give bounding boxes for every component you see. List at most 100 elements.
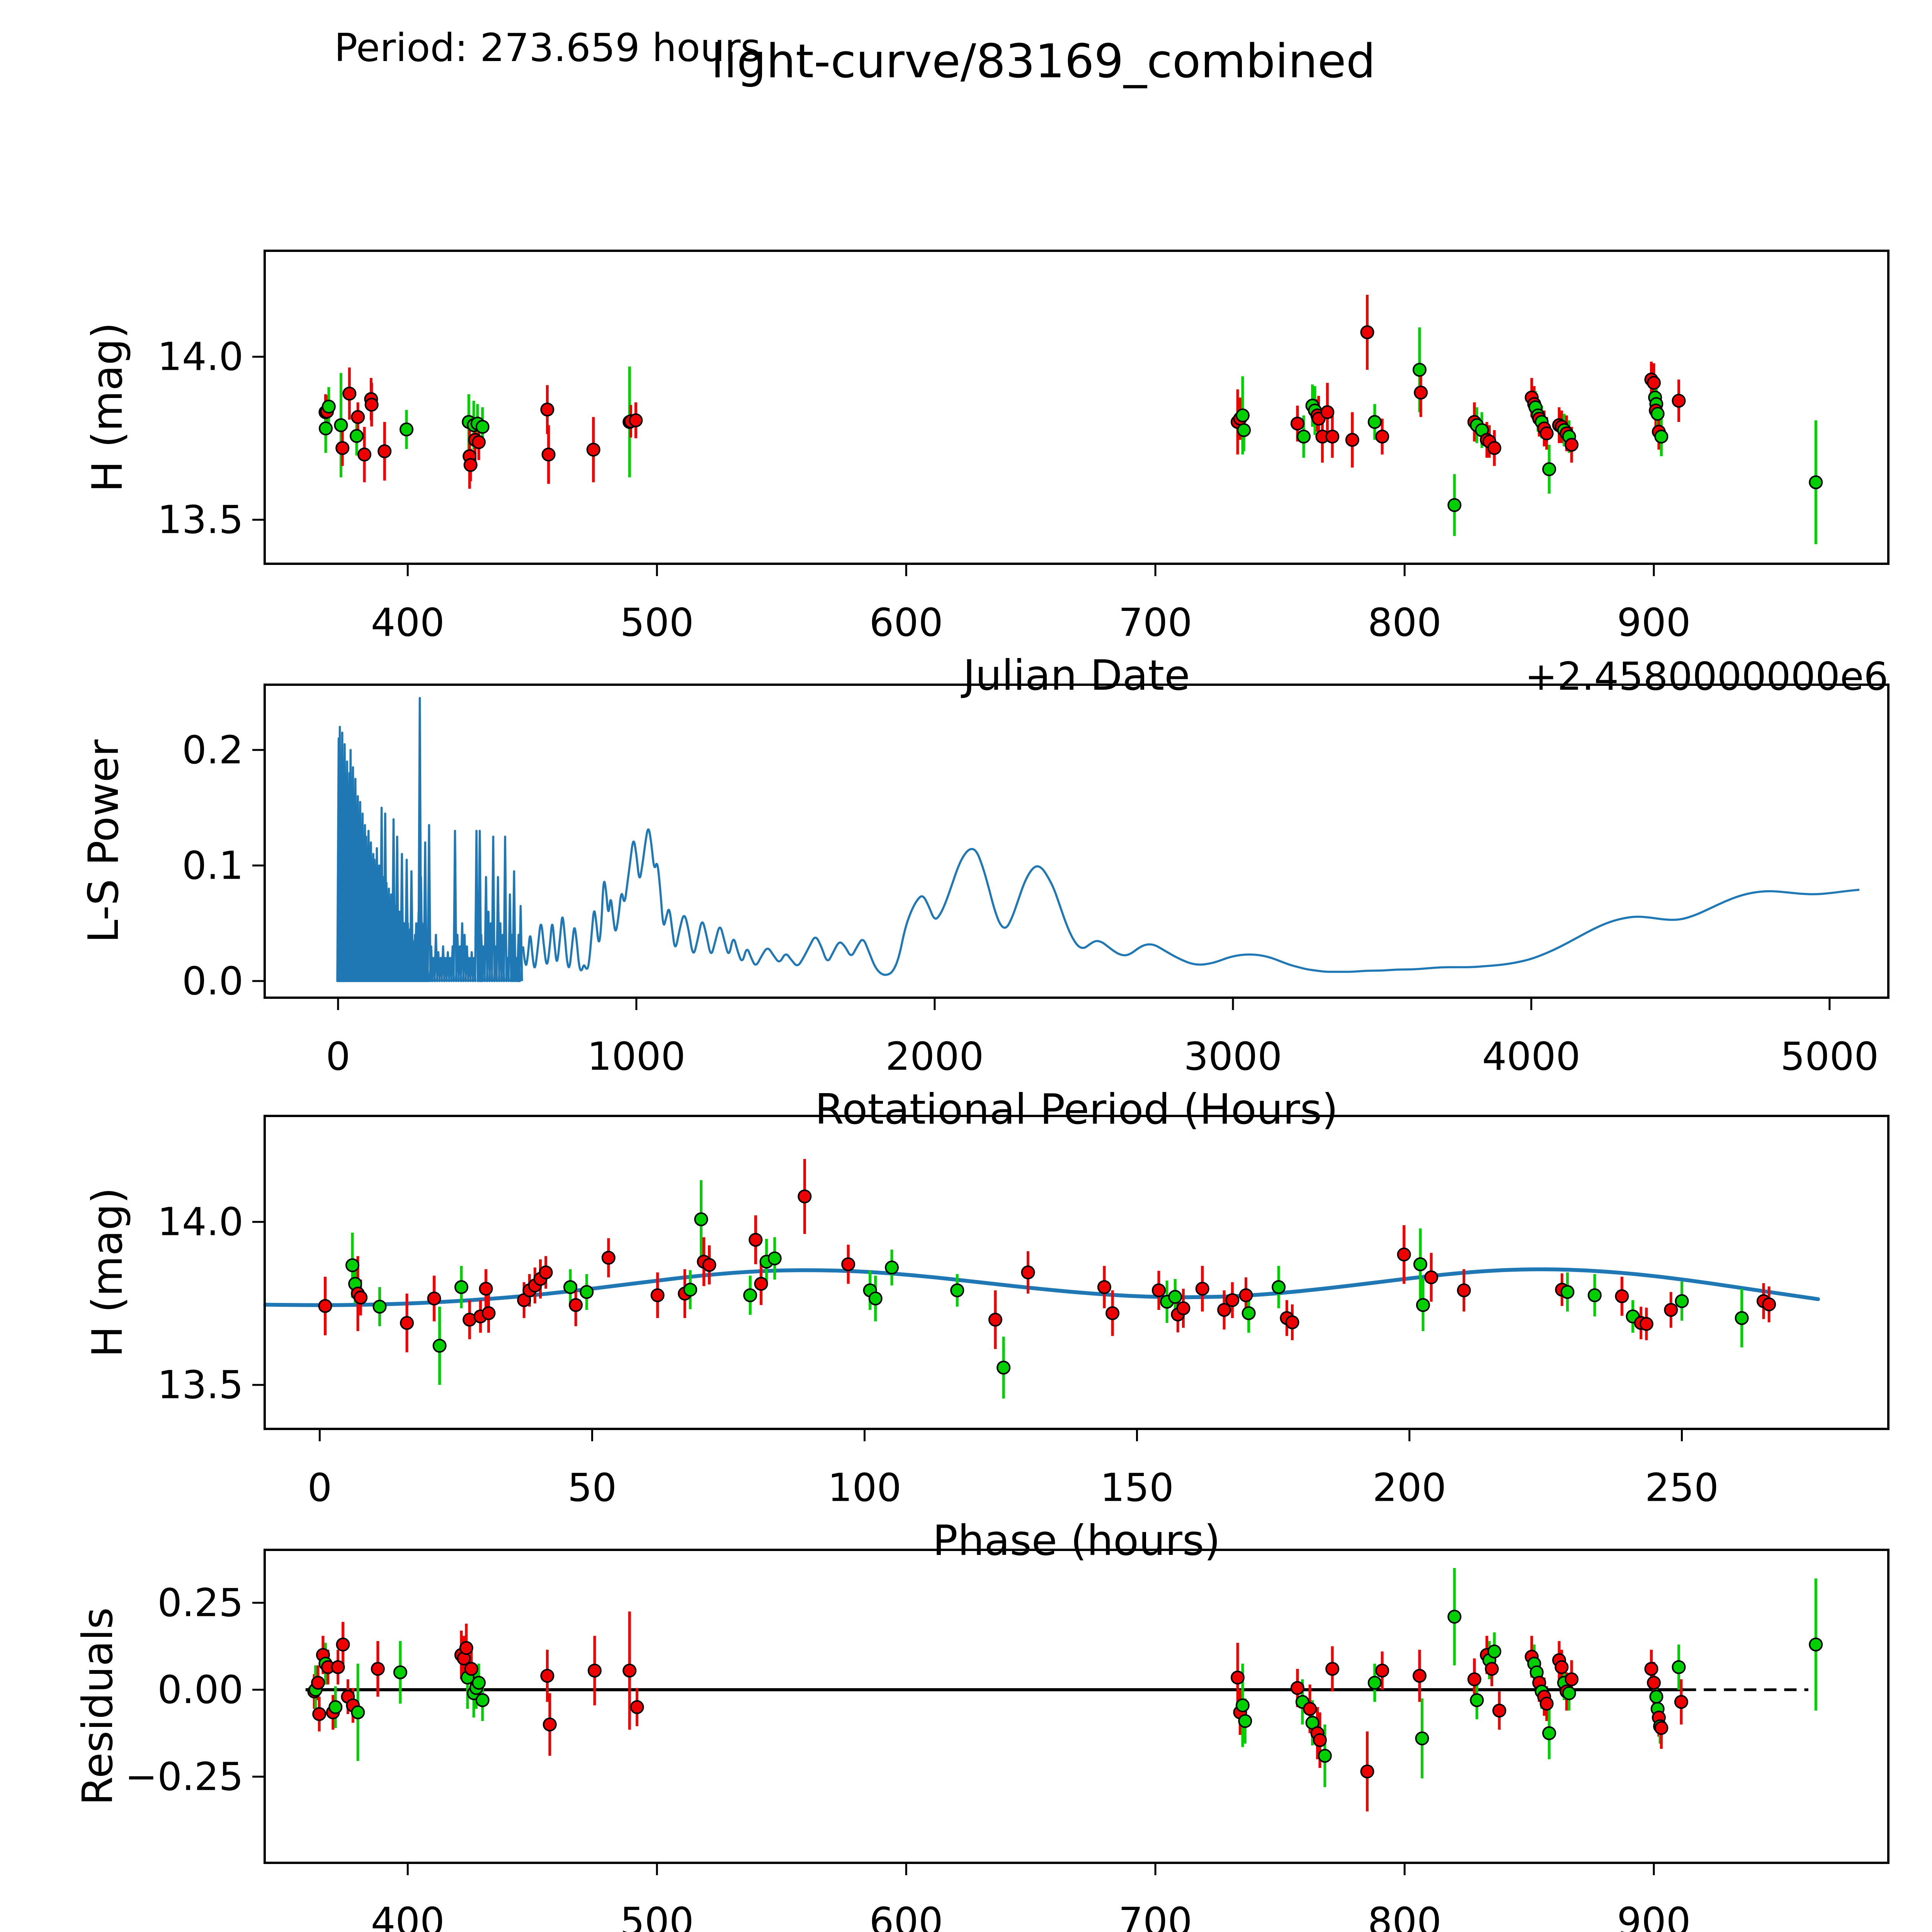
data-point: [1539, 1697, 1554, 1711]
plot-frame: [264, 684, 1889, 999]
panel-ls-periodogram: 0 1000 2000 3000 4000 5000 0.0 0.1 0.2 Rotationa…: [80, 684, 1889, 1134]
x-tick-label: 150: [1100, 1465, 1174, 1510]
data-point: [475, 1693, 490, 1707]
data-point: [683, 1282, 697, 1297]
data-point: [694, 1212, 708, 1226]
data-point: [1672, 1660, 1686, 1674]
data-point: [331, 1660, 345, 1674]
x-tick-label: 2000: [886, 1034, 984, 1079]
data-point: [1105, 1306, 1120, 1320]
data-point: [767, 1251, 782, 1265]
data-point: [378, 444, 392, 458]
data-point: [997, 1361, 1011, 1375]
data-point: [601, 1251, 616, 1265]
data-point: [432, 1338, 447, 1353]
data-point: [319, 421, 333, 435]
data-point: [1195, 1282, 1209, 1296]
data-point: [1325, 429, 1340, 444]
x-tick-label: 800: [1368, 1899, 1442, 1932]
x-tick-label: 700: [1119, 600, 1192, 645]
x-tick-label: 100: [828, 1465, 901, 1510]
data-point: [1539, 426, 1554, 440]
data-point: [1565, 438, 1579, 452]
data-point: [754, 1277, 768, 1291]
data-point: [1542, 1726, 1556, 1740]
x-axis-label: Phase (hours): [933, 1517, 1221, 1565]
periodogram-spikes: [336, 697, 523, 982]
data-point: [454, 1280, 468, 1294]
data-point: [357, 447, 371, 462]
data-point: [464, 1662, 478, 1676]
x-axis-offset: +2.4580000000e6: [1525, 654, 1888, 699]
data-point: [540, 1669, 554, 1683]
x-tick-label: 200: [1372, 1465, 1446, 1510]
data-point: [1272, 1280, 1286, 1294]
y-axis-label: Residuals: [74, 1607, 122, 1805]
x-tick-label: 700: [1119, 1899, 1192, 1932]
data-point: [1674, 1695, 1688, 1709]
x-tick-label: 5000: [1781, 1034, 1879, 1079]
x-tick-label: 600: [869, 1899, 943, 1932]
data-point: [1318, 1749, 1332, 1763]
data-point: [1237, 423, 1251, 437]
y-tick-label: 13.5: [157, 1362, 243, 1408]
data-point: [311, 1676, 325, 1690]
data-point: [354, 1291, 368, 1304]
data-point: [1447, 498, 1462, 512]
y-axis-label: L-S Power: [80, 739, 128, 943]
data-point: [539, 1265, 553, 1279]
data-point: [885, 1260, 899, 1275]
data-point: [1562, 1686, 1576, 1700]
periodogram-curve: [522, 828, 1860, 976]
y-tick-label: 0.2: [182, 727, 243, 772]
data-point: [427, 1291, 441, 1306]
fit-curve: [263, 1267, 1820, 1307]
data-point: [345, 1258, 359, 1272]
data-point: [472, 435, 486, 449]
figure-title: light-curve/83169_combined: [711, 35, 1376, 88]
data-point: [1367, 415, 1382, 429]
data-point: [1492, 1704, 1507, 1718]
data-point: [1151, 1283, 1166, 1298]
panel-jd-lightcurve: 400 500 600 700 800 900 14.0 13.5 Julian Date +…: [83, 250, 1889, 700]
data-point: [587, 1663, 602, 1678]
data-point: [540, 402, 554, 417]
data-point: [1762, 1297, 1776, 1311]
data-point: [1664, 1303, 1678, 1317]
data-point: [541, 447, 556, 462]
period-annotation: Period: 273.659 hours: [334, 25, 761, 70]
data-point: [580, 1285, 594, 1299]
data-point: [1588, 1288, 1602, 1303]
data-point: [1345, 433, 1359, 447]
data-point: [351, 1705, 365, 1719]
x-tick-label: 800: [1368, 600, 1442, 645]
data-point: [1360, 325, 1374, 339]
data-point: [372, 1299, 387, 1314]
x-tick-label: 0: [308, 1465, 332, 1510]
y-axis-label: H (mag): [83, 1187, 132, 1357]
plot-frame: [264, 250, 1889, 565]
x-tick-label: 1000: [587, 1034, 686, 1079]
data-point: [1367, 1676, 1382, 1690]
data-point: [1424, 1270, 1438, 1284]
data-point: [1296, 429, 1311, 444]
data-point: [393, 1665, 407, 1679]
data-point: [334, 418, 348, 432]
data-point: [1235, 408, 1250, 423]
data-point: [629, 413, 643, 427]
data-point: [586, 442, 600, 457]
x-axis-label: Julian Date: [961, 651, 1190, 700]
y-tick-label: 0.00: [157, 1667, 243, 1713]
data-point: [1735, 1311, 1749, 1325]
data-point: [1485, 1662, 1499, 1676]
x-tick-label: 0: [326, 1034, 350, 1079]
data-point: [312, 1707, 327, 1721]
data-point: [630, 1700, 644, 1714]
data-point: [350, 429, 364, 443]
y-tick-label: 14.0: [157, 334, 243, 379]
data-point: [569, 1298, 583, 1312]
data-point: [1097, 1280, 1111, 1294]
y-axis-label: H (mag): [83, 322, 132, 492]
data-point: [342, 386, 357, 401]
data-point: [1225, 1293, 1240, 1307]
